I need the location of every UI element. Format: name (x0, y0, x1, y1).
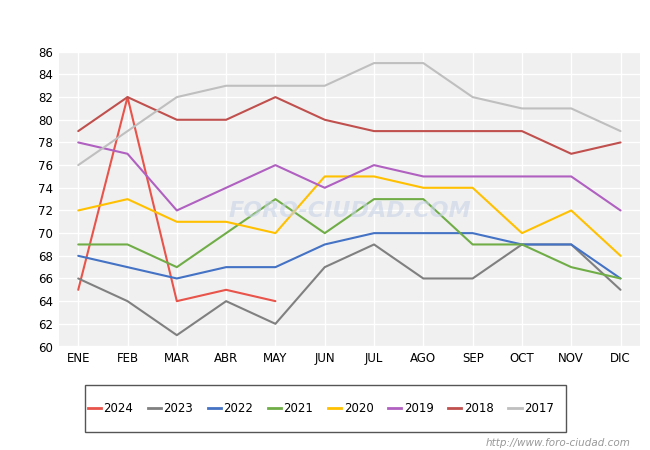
Text: 2022: 2022 (224, 402, 254, 415)
Text: 2024: 2024 (103, 402, 133, 415)
Text: 2021: 2021 (283, 402, 313, 415)
Text: http://www.foro-ciudad.com: http://www.foro-ciudad.com (486, 438, 630, 448)
Text: 2017: 2017 (524, 402, 554, 415)
FancyBboxPatch shape (84, 385, 566, 432)
Text: Afiliados en Villaornate y Castro a 31/5/2024: Afiliados en Villaornate y Castro a 31/5… (131, 14, 519, 33)
Text: FORO-CIUDAD.COM: FORO-CIUDAD.COM (228, 201, 471, 221)
Text: 2019: 2019 (404, 402, 434, 415)
Text: 2020: 2020 (344, 402, 373, 415)
Text: 2018: 2018 (464, 402, 493, 415)
Text: 2023: 2023 (163, 402, 193, 415)
